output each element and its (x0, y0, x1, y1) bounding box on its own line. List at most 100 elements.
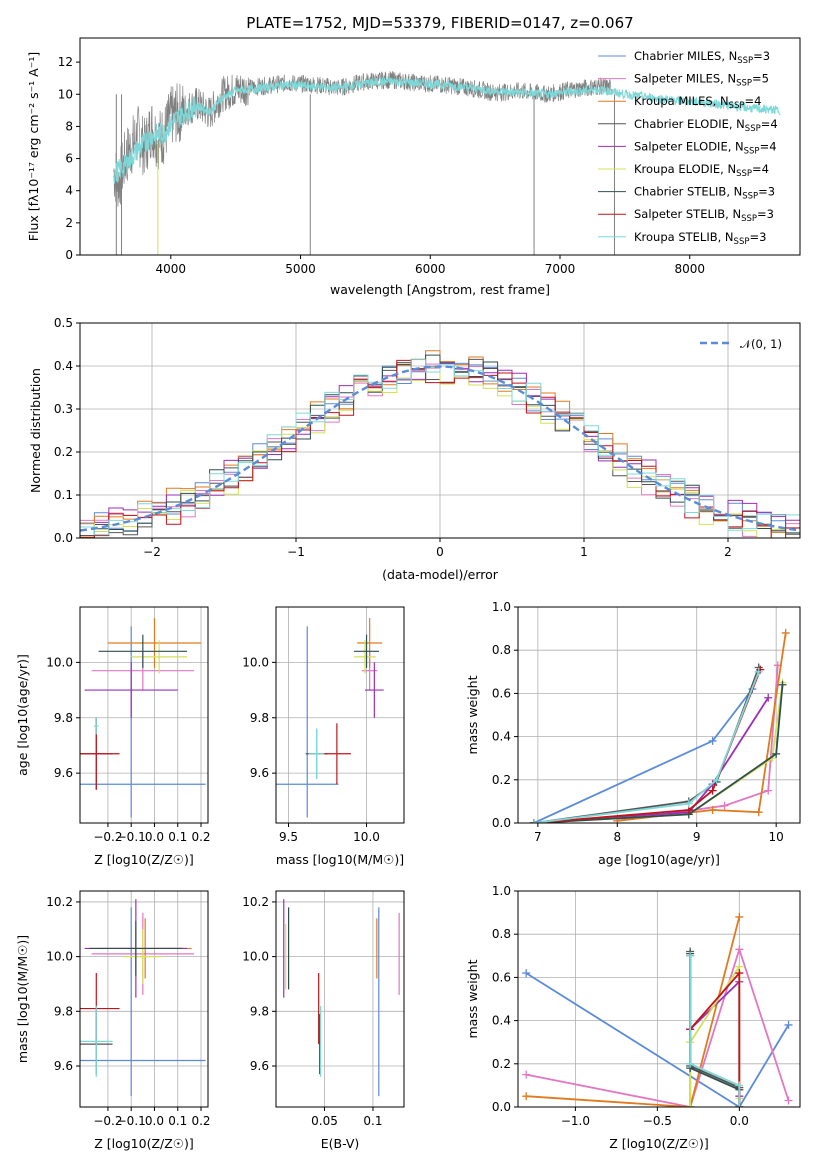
weight-vs-age-ytick-label: 0.8 (492, 643, 511, 657)
mass-vs-Z-ytick-label: 10.2 (46, 895, 73, 909)
mass-vs-Z-ylabel: mass [log10(M/M☉)] (15, 935, 30, 1063)
weight-vs-Z-xlabel: Z [log10(Z/Z☉)] (609, 1136, 709, 1151)
spectrum-axes (76, 61, 691, 259)
legend-count: =4 (752, 162, 769, 176)
mass-vs-ebv-xlabel: E(B-V) (321, 1136, 360, 1151)
legend-label: Salpeter ELODIE, NSSP=4 (634, 139, 777, 156)
weight-marker (529, 819, 538, 823)
mass-vs-ebv-xtick-label: 0.1 (363, 1114, 382, 1128)
spectrum-ytick-label: 0 (65, 248, 73, 262)
legend-subscript: SSP (741, 214, 757, 224)
age-vs-mass-ytick-label: 9.8 (250, 711, 269, 725)
spectrum-ylabel: Flux [fλ10⁻¹⁷ erg cm⁻² s⁻¹ A⁻¹] (26, 52, 41, 241)
weight-marker (686, 1059, 695, 1068)
weight-marker (735, 1081, 744, 1090)
weight-marker (764, 693, 773, 702)
mass-vs-Z-xtick-label: 0.0 (145, 1114, 164, 1128)
spectrum-xtick-label: 8000 (674, 262, 705, 276)
mass-vs-ebv-ytick-label: 10.0 (242, 950, 269, 964)
mass-vs-Z-xtick-label: 0.2 (191, 1114, 210, 1128)
residuals-ytick-label: 0.3 (54, 402, 73, 416)
weight-marker (686, 1103, 695, 1107)
legend-label: Salpeter STELIB, NSSP=3 (634, 207, 774, 224)
weight-vs-age-ytick-label: 1.0 (492, 600, 511, 614)
legend-subscript: SSP (742, 192, 758, 202)
age-vs-mass-frame (275, 606, 405, 824)
weight-line (533, 669, 762, 823)
mass-vs-ebv-ytick-label: 9.8 (250, 1004, 269, 1018)
legend-subscript: SSP (734, 237, 750, 247)
weight-vs-Z-ytick-label: 0.8 (492, 927, 511, 941)
legend-count: =4 (761, 117, 778, 131)
legend-label: Salpeter MILES, NSSP=5 (634, 72, 769, 89)
mass-vs-ebv-axes (272, 891, 404, 1111)
legend-count: =3 (758, 185, 775, 199)
weight-vs-age-xtick-label: 8 (613, 830, 621, 844)
residuals-axes (76, 322, 800, 542)
legend-count: =4 (744, 94, 761, 108)
legend-subscript: SSP (737, 56, 753, 66)
age-vs-Z-frame (79, 606, 209, 824)
weight-line (533, 671, 760, 823)
residuals-ytick-label: 0.5 (54, 316, 73, 330)
weight-vs-age-xlabel: age [log10(age/yr)] (598, 852, 720, 867)
mass-vs-Z-frame (79, 890, 209, 1108)
legend-count: =3 (757, 207, 774, 221)
residual-histogram (80, 354, 800, 538)
residuals-frame (79, 322, 801, 539)
legend-label: Kroupa STELIB, NSSP=3 (634, 230, 766, 247)
age-vs-Z-xtick-label: −0.2 (93, 830, 122, 844)
spectrum-ytick-label: 6 (65, 152, 73, 166)
mass-vs-Z-ytick-label: 9.8 (54, 1004, 73, 1018)
weight-marker (772, 749, 781, 758)
mass-vs-Z-ytick-label: 10.0 (46, 950, 73, 964)
residuals-xtick-label: 2 (724, 545, 732, 559)
weight-marker (712, 775, 721, 784)
weight-marker (720, 801, 729, 810)
weight-marker (764, 786, 773, 795)
weight-line (526, 946, 790, 1107)
weight-marker (684, 799, 693, 808)
residuals-ytick-label: 0.2 (54, 445, 73, 459)
weight-vs-age-ytick-label: 0.4 (492, 730, 511, 744)
mass-vs-ebv-ytick-label: 10.2 (242, 895, 269, 909)
weight-vs-age-xtick-label: 9 (693, 830, 701, 844)
age-vs-Z-ytick-label: 10.0 (46, 655, 73, 669)
weight-vs-age-lines (529, 628, 790, 823)
age-vs-mass-axes (272, 607, 404, 827)
residual-histogram (80, 359, 800, 536)
weight-marker (686, 951, 695, 960)
spectrum-xtick-label: 6000 (415, 262, 446, 276)
weight-vs-Z-frame (517, 890, 801, 1108)
residuals-xlabel: (data-model)/error (382, 567, 499, 582)
residuals-hist (80, 350, 800, 538)
age-vs-Z-xtick-label: 0.0 (145, 830, 164, 844)
spectrum-xtick-label: 7000 (545, 262, 576, 276)
weight-vs-Z-ylabel: mass weight (465, 959, 480, 1038)
legend-subscript: SSP (736, 79, 752, 89)
age-vs-mass-xtick-label: 9.5 (279, 830, 298, 844)
age-vs-mass-xtick-label: 10.0 (353, 830, 380, 844)
legend-subscript: SSP (745, 124, 761, 134)
weight-vs-Z-lines (522, 912, 793, 1107)
weight-vs-age-ytick-label: 0.6 (492, 686, 511, 700)
weight-marker (708, 786, 717, 795)
weight-marker (754, 667, 763, 676)
age-vs-Z-ylabel: age [log10(age/yr)] (15, 654, 30, 776)
spectrum-xlabel: wavelength [Angstrom, rest frame] (330, 282, 550, 297)
weight-marker (754, 808, 763, 817)
weight-line (533, 684, 784, 823)
mass-vs-ebv-xtick-label: 0.05 (311, 1114, 338, 1128)
weight-marker (735, 945, 744, 954)
spectrum-ytick-label: 2 (65, 216, 73, 230)
spectrum-frame (79, 37, 801, 256)
weight-vs-age-ytick-label: 0.2 (492, 773, 511, 787)
age-vs-mass-ytick-label: 10.0 (242, 655, 269, 669)
weight-marker (522, 969, 531, 978)
weight-vs-Z-xtick-label: −0.5 (643, 1114, 672, 1128)
weight-vs-age-ylabel: mass weight (465, 675, 480, 754)
legend-label: Chabrier STELIB, NSSP=3 (634, 185, 775, 202)
weight-vs-age-ytick-label: 0.0 (492, 816, 511, 830)
legend-label: Kroupa ELODIE, NSSP=4 (634, 162, 769, 179)
weight-vs-Z-xtick-label: 0.0 (730, 1114, 749, 1128)
